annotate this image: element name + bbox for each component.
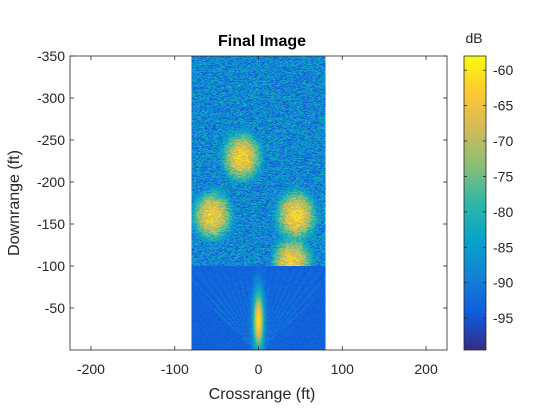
colorbar-ticks: -60 -65 -70 -75 -80 -85 -90 -95: [464, 62, 513, 326]
colorbar-tick-label: -70: [493, 133, 513, 149]
colorbar-tick-label: -90: [493, 275, 513, 291]
chart-title: Final Image: [218, 33, 306, 50]
colorbar-tick-label: -65: [493, 98, 513, 114]
x-tick-label: 0: [255, 361, 263, 377]
colorbar-label: dB: [465, 30, 482, 46]
y-tick-label: -150: [37, 216, 65, 232]
plot-area: -200 -100 0 100 200 -350 -300 -250 -200 -150 -100…: [37, 48, 448, 377]
y-tick-label: -50: [45, 300, 65, 316]
y-axis-label: Downrange (ft): [6, 150, 23, 256]
colorbar-fill: [464, 56, 486, 350]
y-tick-label: -250: [37, 132, 65, 148]
x-axis-ticks: -200 -100 0 100 200: [77, 56, 438, 377]
colorbar-frame: [463, 55, 487, 351]
colorbar-tick-label: -75: [493, 168, 513, 184]
x-tick-label: -100: [161, 361, 189, 377]
y-tick-label: -300: [37, 90, 65, 106]
colorbar: -60 -65 -70 -75 -80 -85 -90 -95 dB: [463, 30, 513, 351]
colorbar-tick-label: -85: [493, 239, 513, 255]
x-tick-label: 200: [414, 361, 438, 377]
y-tick-label: -200: [37, 174, 65, 190]
y-tick-label: -350: [37, 48, 65, 64]
colorbar-tick-label: -80: [493, 204, 513, 220]
sar-image-heatmap: [191, 56, 326, 350]
x-axis-label: Crossrange (ft): [209, 386, 316, 403]
y-axis-ticks: -350 -300 -250 -200 -150 -100 -50: [37, 48, 447, 316]
x-tick-label: -200: [77, 361, 105, 377]
colorbar-tick-label: -95: [493, 310, 513, 326]
x-tick-label: 100: [331, 361, 355, 377]
y-tick-label: -100: [37, 258, 65, 274]
colorbar-tick-label: -60: [493, 62, 513, 78]
